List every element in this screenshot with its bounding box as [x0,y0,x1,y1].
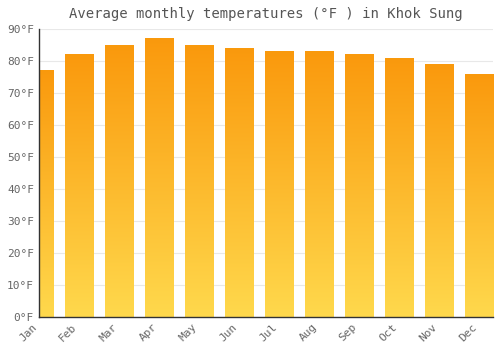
Title: Average monthly temperatures (°F ) in Khok Sung: Average monthly temperatures (°F ) in Kh… [69,7,462,21]
